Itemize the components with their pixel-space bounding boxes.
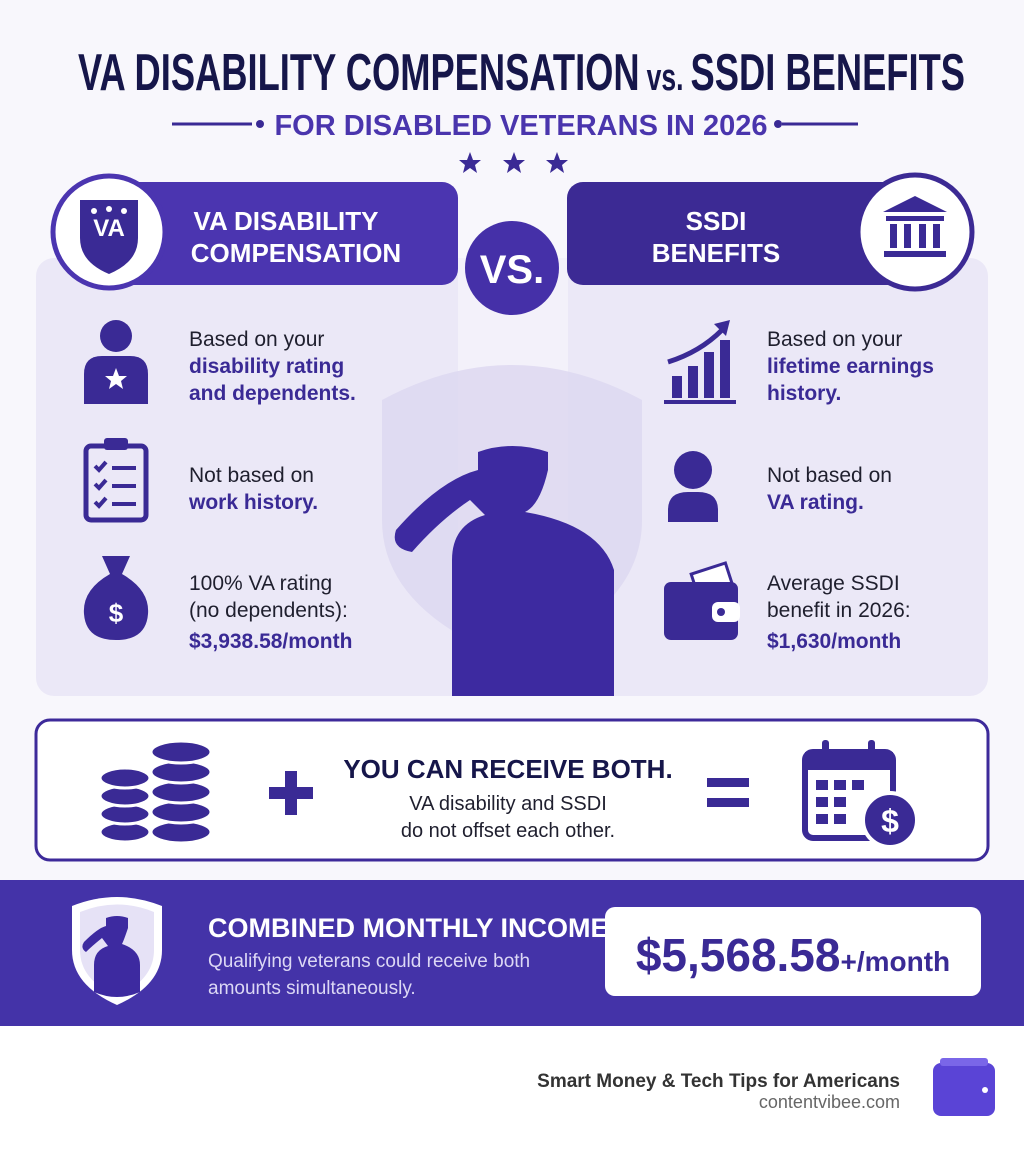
person-star-icon bbox=[84, 320, 148, 404]
right-heading: SSDI bbox=[686, 206, 747, 236]
combined-title: COMBINED MONTHLY INCOME bbox=[208, 913, 609, 943]
va-badge: VA bbox=[93, 215, 125, 242]
logo bbox=[933, 1063, 995, 1116]
subtitle: FOR DISABLED VETERANS IN 2026 bbox=[274, 110, 767, 142]
item-text: Not based on bbox=[767, 464, 892, 487]
both-title: YOU CAN RECEIVE BOTH. bbox=[343, 754, 672, 784]
money-bag-icon: $ bbox=[83, 556, 149, 640]
item-text: Based on your bbox=[767, 328, 902, 351]
item-emphasis: work history. bbox=[188, 491, 318, 514]
footer-site: contentvibee.com bbox=[759, 1092, 900, 1112]
right-heading: BENEFITS bbox=[652, 238, 781, 268]
item-text: 100% VA rating bbox=[189, 572, 332, 595]
footer-tagline: Smart Money & Tech Tips for Americans bbox=[537, 1071, 900, 1092]
item-emphasis: history. bbox=[767, 382, 841, 405]
vs-label: VS. bbox=[480, 248, 544, 292]
item-emphasis: lifetime earnings bbox=[767, 355, 934, 378]
both-text: VA disability and SSDI bbox=[409, 793, 607, 815]
combined-text: amounts simultaneously. bbox=[208, 978, 416, 999]
left-heading: COMPENSATION bbox=[191, 238, 401, 268]
title-vs: vs. bbox=[647, 57, 684, 99]
svg-text:$: $ bbox=[109, 598, 124, 628]
both-text: do not offset each other. bbox=[401, 820, 615, 842]
footer bbox=[0, 1026, 1024, 1154]
dot bbox=[256, 120, 264, 128]
item-emphasis: VA rating. bbox=[767, 491, 864, 514]
both-box bbox=[34, 718, 990, 862]
right-header bbox=[567, 182, 917, 285]
combined-amount: $5,568.58+/month bbox=[636, 929, 950, 981]
dot bbox=[774, 120, 782, 128]
item-emphasis: and dependents. bbox=[189, 382, 356, 405]
vs-circle bbox=[465, 221, 559, 315]
title: VA DISABILITY COMPENSATIONvs.SSDI BENEFI… bbox=[78, 44, 965, 102]
title-main: VA DISABILITY COMPENSATION bbox=[78, 44, 640, 102]
ssdi-badge-circle bbox=[855, 172, 975, 292]
item-text: benefit in 2026: bbox=[767, 599, 911, 622]
va-shield bbox=[80, 200, 138, 274]
title-end: SSDI BENEFITS bbox=[691, 44, 965, 102]
calendar-icon: $ bbox=[802, 740, 919, 849]
item-text: Not based on bbox=[189, 464, 314, 487]
growth-chart-icon bbox=[664, 320, 736, 404]
stars bbox=[459, 152, 568, 173]
combined-text: Qualifying veterans could receive both bbox=[208, 951, 530, 972]
amount-suffix: +/month bbox=[840, 946, 950, 977]
amount: $5,568.58 bbox=[636, 929, 841, 981]
item-text: Based on your bbox=[189, 328, 324, 351]
item-emphasis: $3,938.58/month bbox=[189, 630, 352, 653]
item-text: Average SSDI bbox=[767, 572, 900, 595]
coins-icon bbox=[98, 739, 213, 845]
soldier-silhouette bbox=[394, 446, 614, 696]
svg-text:$: $ bbox=[881, 803, 899, 839]
left-heading: VA DISABILITY bbox=[194, 206, 379, 236]
combined-soldier bbox=[82, 916, 140, 997]
item-emphasis: disability rating bbox=[189, 355, 344, 378]
bank-icon bbox=[883, 196, 947, 257]
item-emphasis: $1,630/month bbox=[767, 630, 901, 653]
wallet-icon bbox=[664, 561, 740, 640]
plus-icon bbox=[269, 771, 313, 815]
equals-icon bbox=[707, 778, 749, 807]
person-icon bbox=[668, 451, 718, 522]
checklist-icon bbox=[83, 438, 149, 523]
amount-box bbox=[605, 907, 981, 996]
item-text: (no dependents): bbox=[189, 599, 348, 622]
left-header bbox=[100, 182, 458, 285]
